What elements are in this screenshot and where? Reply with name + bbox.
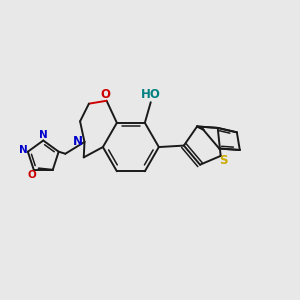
Text: O: O <box>100 88 110 101</box>
Text: S: S <box>219 154 227 167</box>
Text: N: N <box>39 130 48 140</box>
Text: HO: HO <box>141 88 161 101</box>
Text: N: N <box>73 136 83 148</box>
Text: N: N <box>19 145 28 155</box>
Text: O: O <box>28 170 37 180</box>
